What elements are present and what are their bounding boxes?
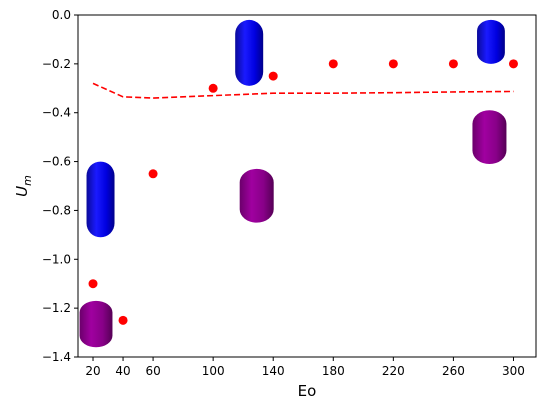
x-tick-label: 220	[382, 364, 405, 378]
x-tick-label: 140	[262, 364, 285, 378]
bubble-image-blue-4	[477, 19, 505, 64]
x-axis-ticks: 20 40 60 100 140 180 220 260 300	[85, 357, 525, 378]
data-point	[118, 315, 128, 325]
data-point	[328, 59, 338, 69]
y-tick-label: −0.6	[42, 155, 71, 169]
y-tick-label: −0.8	[42, 203, 71, 217]
series-layer	[88, 59, 518, 325]
x-tick-label: 40	[115, 364, 130, 378]
x-tick-label: 60	[145, 364, 160, 378]
bubble-images	[79, 19, 507, 348]
y-axis-ticks: 0.0 −0.2 −0.4 −0.6 −0.8 −1.0 −1.2 −1.4	[42, 8, 78, 364]
y-tick-label: −1.0	[42, 252, 71, 266]
data-point	[268, 71, 278, 81]
y-tick-label: −0.2	[42, 57, 71, 71]
x-tick-label: 100	[202, 364, 225, 378]
x-tick-label: 260	[442, 364, 465, 378]
y-axis-label-subscript: m	[21, 175, 34, 186]
x-tick-label: 180	[322, 364, 345, 378]
data-point	[508, 59, 518, 69]
y-axis-label-base: U	[13, 186, 31, 197]
x-axis-label: Eo	[298, 382, 317, 400]
x-tick-label: 20	[85, 364, 100, 378]
y-tick-label: −0.4	[42, 106, 71, 120]
bubble-image-purple-3	[239, 168, 274, 223]
x-tick-label: 300	[502, 364, 525, 378]
data-point	[208, 83, 218, 93]
dashed-line-series	[92, 82, 514, 99]
data-point	[448, 59, 458, 69]
bubble-image-purple-1	[79, 300, 113, 348]
y-tick-label: 0.0	[52, 8, 71, 22]
data-point	[388, 59, 398, 69]
y-tick-label: −1.2	[42, 301, 71, 315]
bubble-image-blue-2	[235, 19, 264, 86]
plot-frame	[77, 14, 537, 358]
bubble-image-purple-5	[472, 110, 507, 165]
data-point	[148, 169, 158, 179]
data-point	[88, 279, 98, 289]
y-tick-label: −1.4	[42, 350, 71, 364]
y-axis-label: Um	[13, 175, 34, 197]
bubble-image-blue-0	[86, 161, 115, 238]
